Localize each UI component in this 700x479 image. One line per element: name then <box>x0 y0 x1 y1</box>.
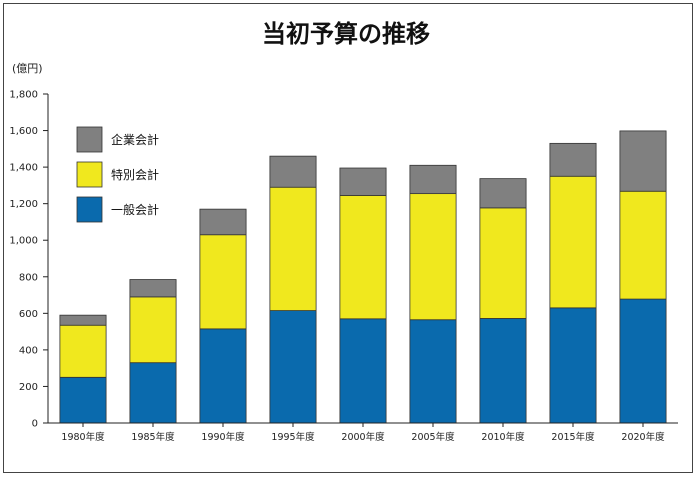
x-tick-label: 2015年度 <box>551 431 595 443</box>
bar-segment <box>549 175 597 309</box>
x-tick-label: 2005年度 <box>411 431 455 443</box>
bar-segment <box>59 376 107 424</box>
y-tick-label: 800 <box>19 272 38 283</box>
legend-label: 一般会計 <box>111 202 159 217</box>
bar-segment <box>619 130 667 192</box>
x-tick-label: 2020年度 <box>621 431 665 443</box>
bar-segment <box>409 164 457 195</box>
bar-segment <box>269 310 317 424</box>
bar-segment <box>59 314 107 326</box>
bar-segment <box>479 207 527 319</box>
legend-label: 企業会計 <box>111 132 159 147</box>
bar-segment <box>199 328 247 424</box>
bar-segment <box>269 186 317 311</box>
bar-segment <box>199 234 247 330</box>
bar-segment <box>129 296 177 364</box>
chart-title: 当初予算の推移 <box>262 20 430 48</box>
y-tick-label: 1,200 <box>9 199 38 210</box>
legend-swatch <box>76 196 103 223</box>
x-tick-label: 1985年度 <box>131 431 175 443</box>
y-tick-label: 600 <box>19 309 38 320</box>
y-tick-label: 1,600 <box>9 126 38 137</box>
bar-segment <box>59 324 107 378</box>
bar-segment <box>339 318 387 424</box>
y-axis-unit-label: (億円) <box>12 62 43 75</box>
y-tick-label: 0 <box>32 419 38 430</box>
legend-label: 特別会計 <box>111 167 159 182</box>
x-axis: 1980年度 1985年度 1990年度 1995年度 2000年度 2005年度 2010… <box>48 422 678 443</box>
x-tick-label: 1980年度 <box>61 431 105 443</box>
bars-group <box>59 130 667 424</box>
bar-segment <box>199 208 247 236</box>
y-tick-label: 1,000 <box>9 236 38 247</box>
bar-segment <box>619 298 667 424</box>
y-tick-label: 400 <box>19 345 38 356</box>
bar-segment <box>409 319 457 424</box>
bar-segment <box>339 195 387 320</box>
legend-swatch <box>76 161 103 188</box>
x-tick-label: 2000年度 <box>341 431 385 443</box>
bar-segment <box>129 362 177 424</box>
bar-segment <box>549 307 597 424</box>
y-tick-label: 1,800 <box>9 90 38 101</box>
x-tick-label: 1995年度 <box>271 431 315 443</box>
legend-swatch <box>76 126 103 153</box>
bar-segment <box>479 318 527 424</box>
bar-segment <box>269 155 317 188</box>
y-tick-label: 1,400 <box>9 163 38 174</box>
y-tick-label: 200 <box>19 382 38 393</box>
bar-segment <box>409 193 457 321</box>
bar-segment <box>549 142 597 177</box>
bar-segment <box>479 178 527 209</box>
y-axis: 0 200 400 600 800 1,000 1,200 1,400 1,600 1,800 <box>9 90 49 430</box>
bar-segment <box>339 167 387 196</box>
x-tick-label: 2010年度 <box>481 431 525 443</box>
bar-segment <box>619 190 667 300</box>
bar-segment <box>129 279 177 298</box>
x-tick-label: 1990年度 <box>201 431 245 443</box>
